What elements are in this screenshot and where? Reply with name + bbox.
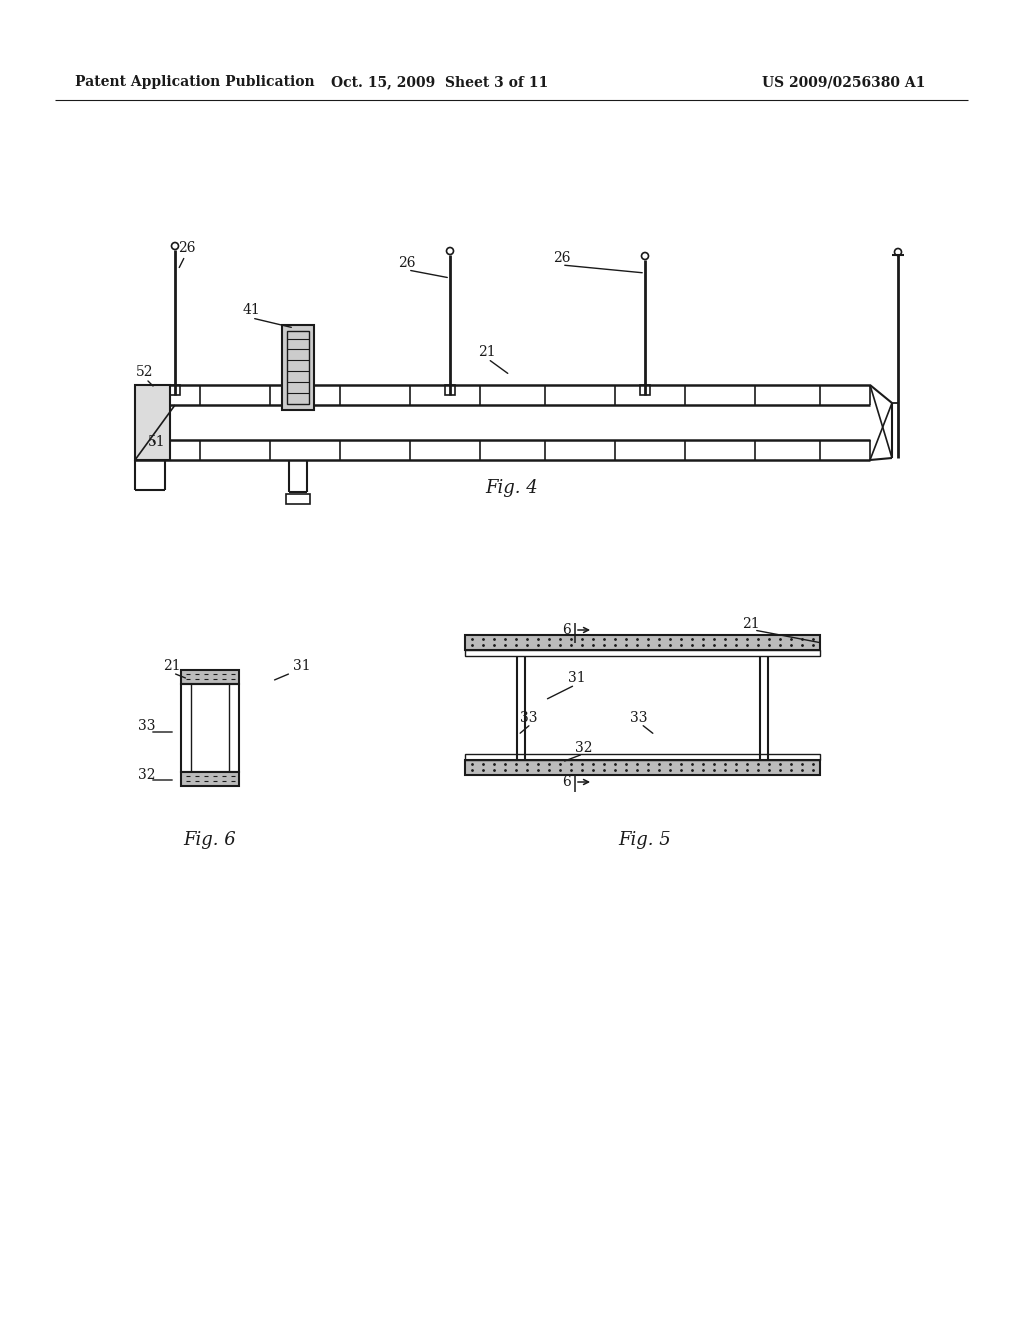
Text: 31: 31 — [293, 659, 310, 673]
Text: 26: 26 — [553, 251, 570, 265]
Text: 51: 51 — [148, 436, 166, 449]
Text: 31: 31 — [568, 671, 586, 685]
Bar — [286, 494, 310, 504]
Bar — [170, 385, 180, 395]
Text: 33: 33 — [138, 719, 156, 733]
Text: Patent Application Publication: Patent Application Publication — [75, 75, 314, 88]
Text: 52: 52 — [136, 366, 154, 379]
Text: 32: 32 — [575, 741, 593, 755]
Bar — [282, 325, 314, 411]
Text: Fig. 5: Fig. 5 — [618, 832, 672, 849]
Bar — [181, 684, 239, 772]
Text: Oct. 15, 2009  Sheet 3 of 11: Oct. 15, 2009 Sheet 3 of 11 — [332, 75, 549, 88]
Text: 41: 41 — [243, 304, 261, 317]
Bar — [287, 331, 309, 404]
Text: 21: 21 — [478, 345, 496, 359]
Bar — [640, 385, 650, 395]
Text: 33: 33 — [520, 711, 538, 725]
Text: 21: 21 — [742, 616, 760, 631]
Bar — [181, 671, 239, 684]
Text: US 2009/0256380 A1: US 2009/0256380 A1 — [762, 75, 926, 88]
Text: 33: 33 — [630, 711, 647, 725]
Bar — [135, 385, 170, 459]
Bar — [465, 754, 820, 760]
Bar — [445, 385, 455, 395]
Text: 6: 6 — [562, 775, 571, 789]
Text: Fig. 6: Fig. 6 — [183, 832, 237, 849]
Text: Fig. 4: Fig. 4 — [485, 479, 539, 498]
Text: 21: 21 — [163, 659, 180, 673]
Text: 6: 6 — [562, 623, 571, 638]
Bar — [465, 649, 820, 656]
Bar — [181, 772, 239, 785]
Text: 32: 32 — [138, 768, 156, 781]
Text: 26: 26 — [398, 256, 416, 271]
Bar — [465, 760, 820, 775]
Bar — [465, 635, 820, 649]
Text: 26: 26 — [178, 242, 196, 255]
